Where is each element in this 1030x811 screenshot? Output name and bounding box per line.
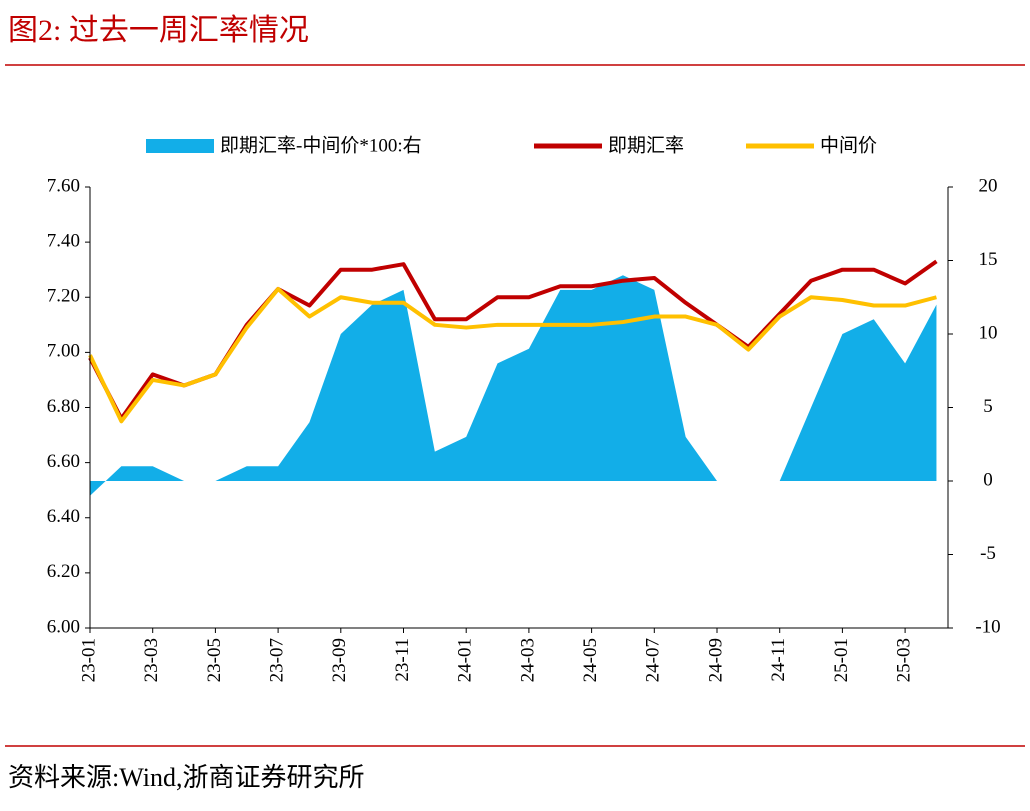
y-tick-label: 6.80: [47, 396, 80, 417]
y-tick-label: 7.20: [47, 286, 80, 307]
x-tick-label: 24-01: [455, 638, 476, 682]
x-tick-label: 25-03: [893, 638, 914, 682]
x-tick-label: 25-01: [831, 638, 852, 682]
legend-label: 即期汇率: [608, 134, 684, 156]
x-tick-label: 24-11: [768, 638, 789, 682]
x-tick-label: 23-05: [204, 638, 225, 682]
y-tick-label: 7.40: [47, 230, 80, 251]
line: [88, 286, 937, 424]
y2-tick-label: -10: [975, 616, 1000, 637]
x-tick-label: 23-09: [329, 638, 350, 682]
legend-label: 中间价: [820, 134, 877, 156]
x-tick-label: 23-07: [266, 638, 287, 682]
source: 资料来源:Wind,浙商证券研究所: [8, 763, 364, 792]
x-tick-label: 23-03: [141, 638, 162, 682]
legend-label: 即期汇率-中间价*100:右: [220, 134, 422, 156]
x-tick-label: 23-11: [392, 638, 413, 682]
y2-tick-label: 5: [983, 396, 993, 417]
chart-title: 图2: 过去一周汇率情况: [8, 14, 309, 47]
y2-tick-label: 0: [983, 469, 993, 490]
y2-tick-label: -5: [980, 543, 996, 564]
x-tick-label: 24-05: [580, 638, 601, 682]
y-tick-label: 6.20: [47, 561, 80, 582]
y-tick-label: 7.00: [47, 341, 80, 362]
y-tick-label: 7.60: [47, 175, 80, 196]
y-tick-label: 6.00: [47, 616, 80, 637]
y2-tick-label: 20: [979, 175, 998, 196]
x-tick-label: 24-03: [517, 638, 538, 682]
y2-tick-label: 10: [979, 322, 998, 343]
x-tick-label: 24-09: [705, 638, 726, 682]
y-tick-label: 6.60: [47, 451, 80, 472]
y2-tick-label: 15: [979, 249, 998, 270]
area: [90, 275, 937, 496]
x-tick-label: 24-07: [643, 638, 664, 682]
y-tick-label: 6.40: [47, 506, 80, 527]
x-tick-label: 23-01: [78, 638, 99, 682]
legend-swatch: [146, 139, 214, 153]
